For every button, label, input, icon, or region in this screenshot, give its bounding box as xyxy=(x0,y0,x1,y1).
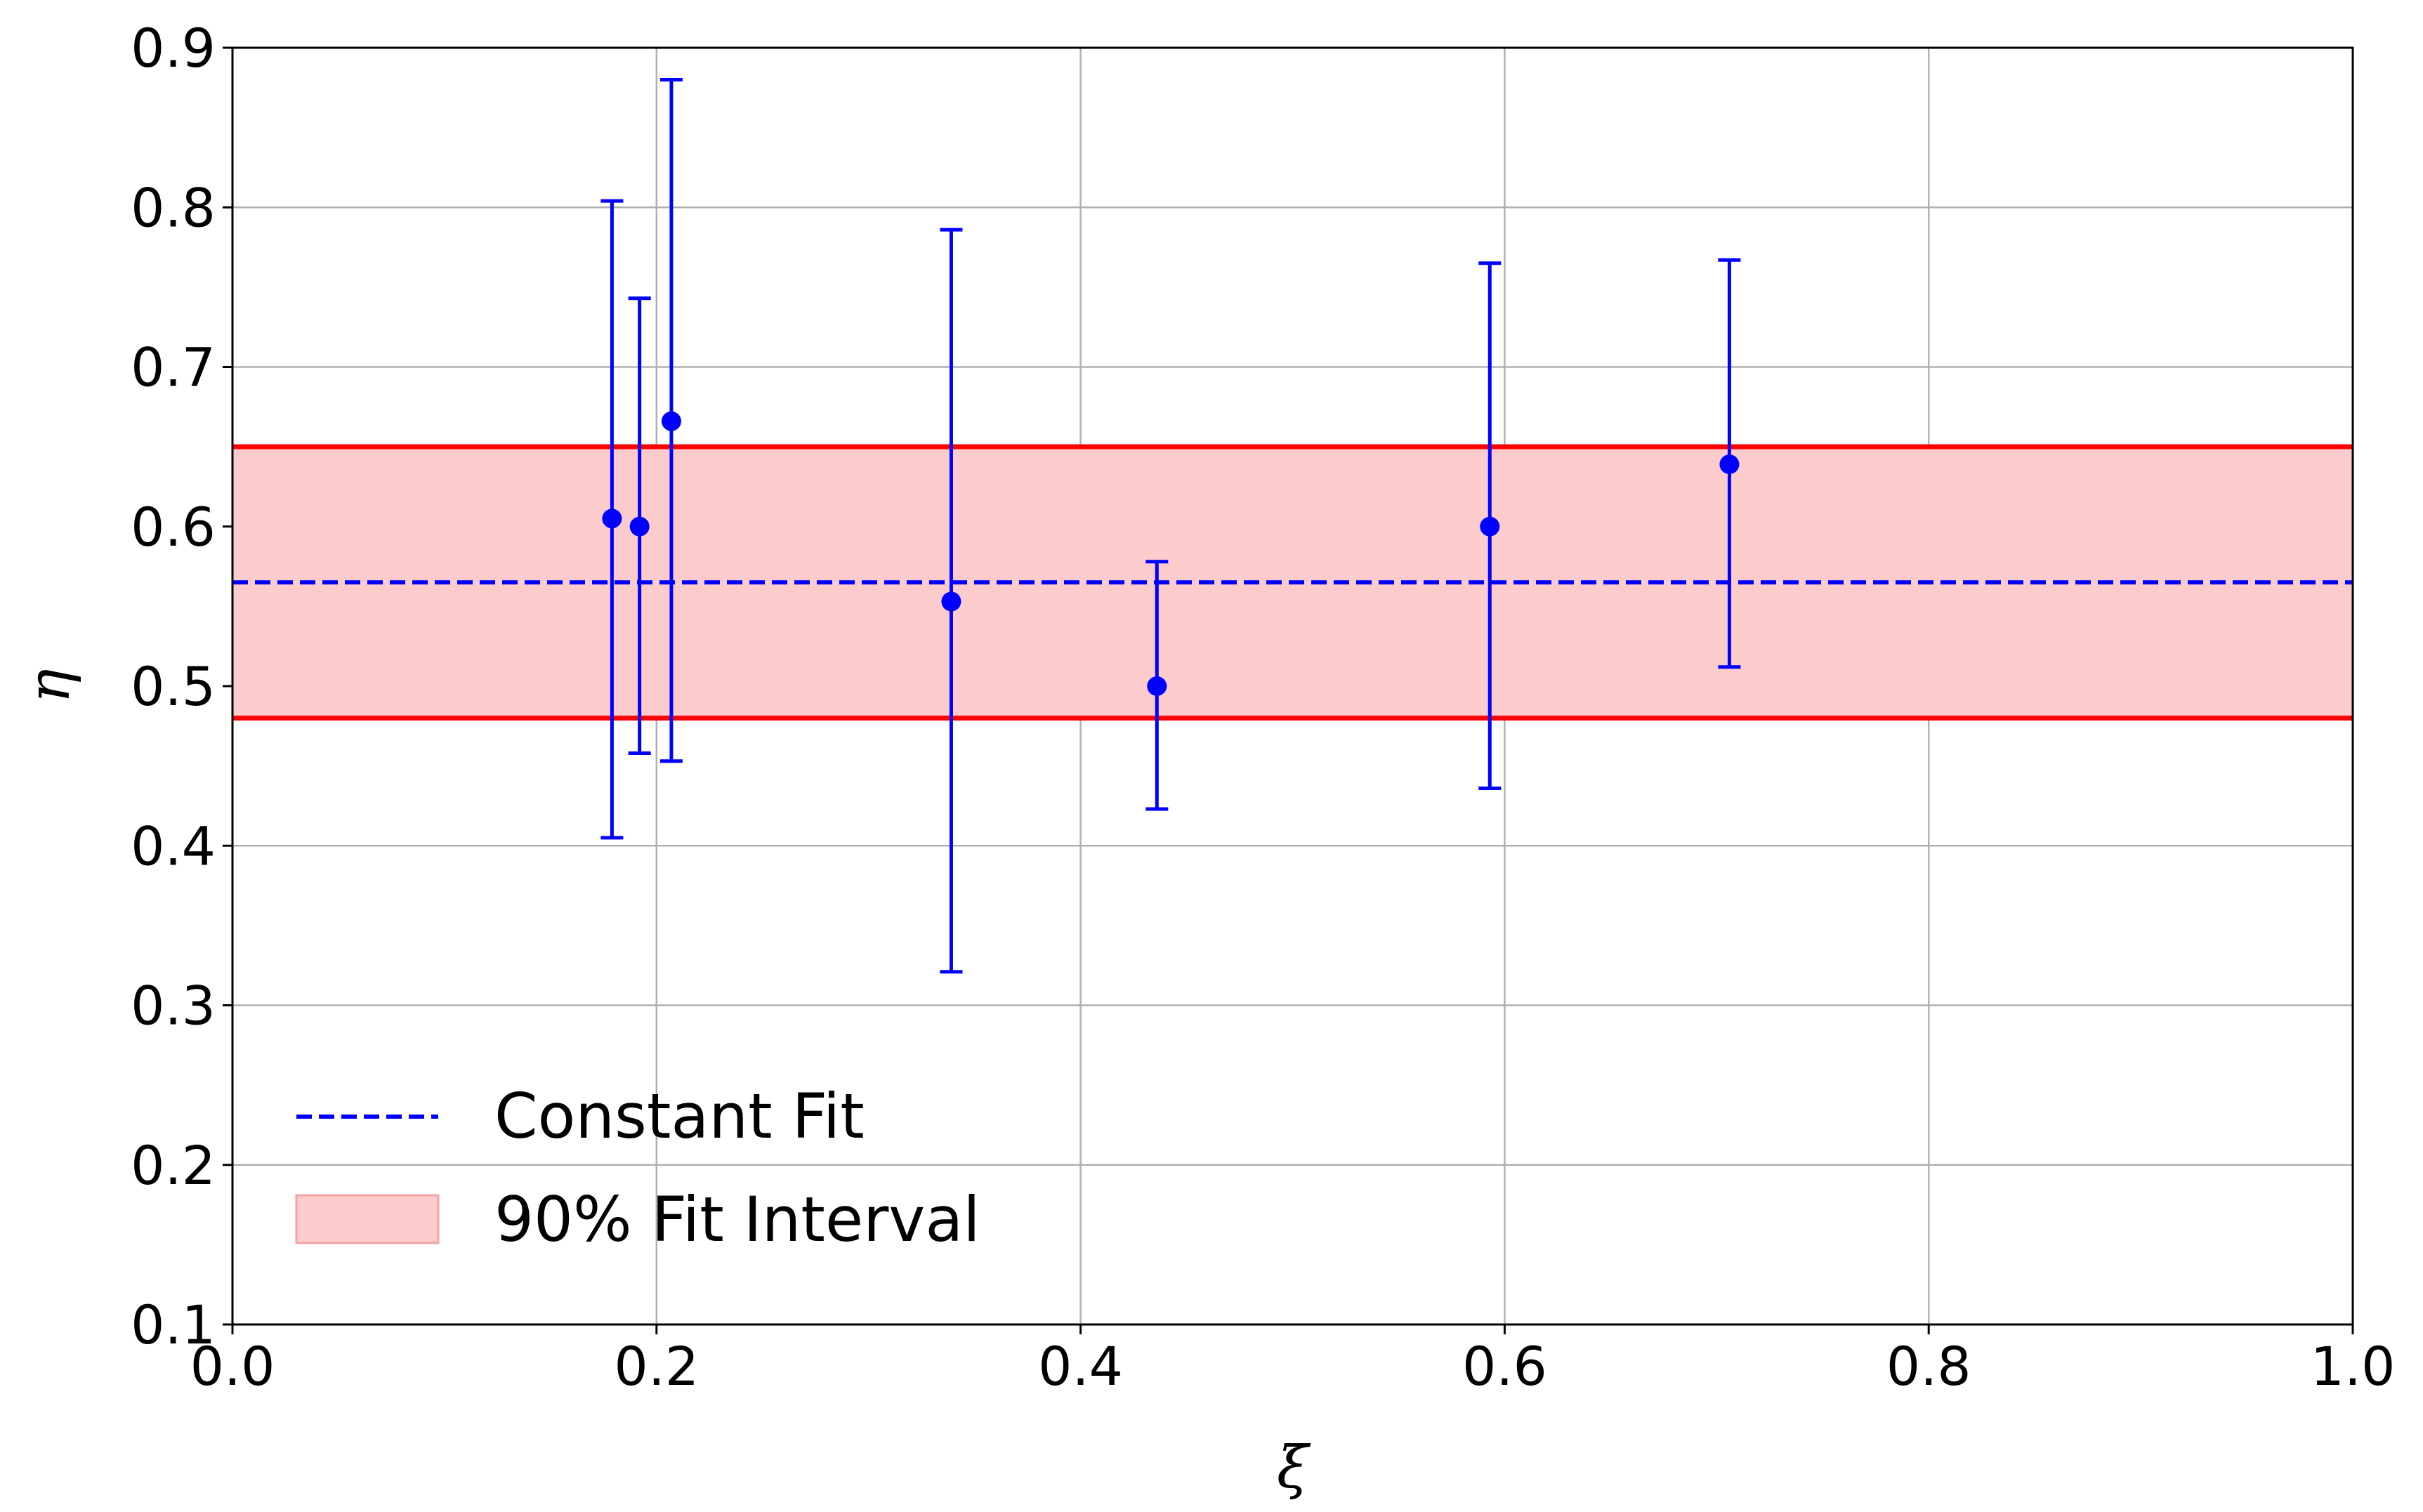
y-tick-label: 0.3 xyxy=(131,975,216,1037)
data-point xyxy=(602,508,622,529)
data-point xyxy=(1719,454,1740,475)
data-point-group xyxy=(600,199,624,840)
axis-ticks: 0.0 0.2 0.4 0.6 0.8 1.0 0.1 0.2 0.3 0.4 0.5 0.6 0.7 0… xyxy=(131,17,2395,1398)
legend: Constant Fit 90% Fit Interval xyxy=(295,1080,980,1256)
y-tick-label: 0.7 xyxy=(131,336,216,399)
y-tick-label: 0.5 xyxy=(131,655,216,718)
y-tick-label: 0.8 xyxy=(131,176,216,239)
data-point-group xyxy=(940,228,963,974)
data-point xyxy=(1480,516,1500,537)
y-tick-label: 0.2 xyxy=(131,1134,216,1197)
data-point-group xyxy=(1718,258,1741,669)
x-tick-label: 0.6 xyxy=(1462,1335,1547,1398)
legend-fit-interval-label: 90% Fit Interval xyxy=(494,1183,980,1256)
data-point-group xyxy=(1478,261,1502,790)
data-point-group xyxy=(1145,560,1169,811)
x-tick-label: 0.0 xyxy=(190,1335,275,1398)
data-point xyxy=(629,516,650,537)
data-point xyxy=(661,411,681,431)
x-axis-label: ξ xyxy=(1277,1435,1311,1501)
x-tick-label: 0.2 xyxy=(614,1335,699,1398)
y-tick-label: 0.6 xyxy=(131,496,216,558)
x-tick-label: 0.8 xyxy=(1886,1335,1971,1398)
data-point-group xyxy=(659,77,683,763)
y-tick-label: 0.4 xyxy=(131,815,216,877)
legend-constant-fit-label: Constant Fit xyxy=(494,1080,865,1152)
y-tick-label: 0.9 xyxy=(131,17,216,79)
x-tick-label: 1.0 xyxy=(2311,1335,2396,1398)
data-point xyxy=(941,591,961,612)
legend-fit-interval-swatch xyxy=(295,1194,440,1244)
x-tick-label: 0.4 xyxy=(1038,1335,1123,1398)
data-point xyxy=(1147,676,1167,696)
data-points xyxy=(600,77,1741,974)
y-tick-label: 0.1 xyxy=(131,1294,216,1356)
data-point-group xyxy=(628,296,651,755)
y-axis-label: η xyxy=(16,669,83,703)
